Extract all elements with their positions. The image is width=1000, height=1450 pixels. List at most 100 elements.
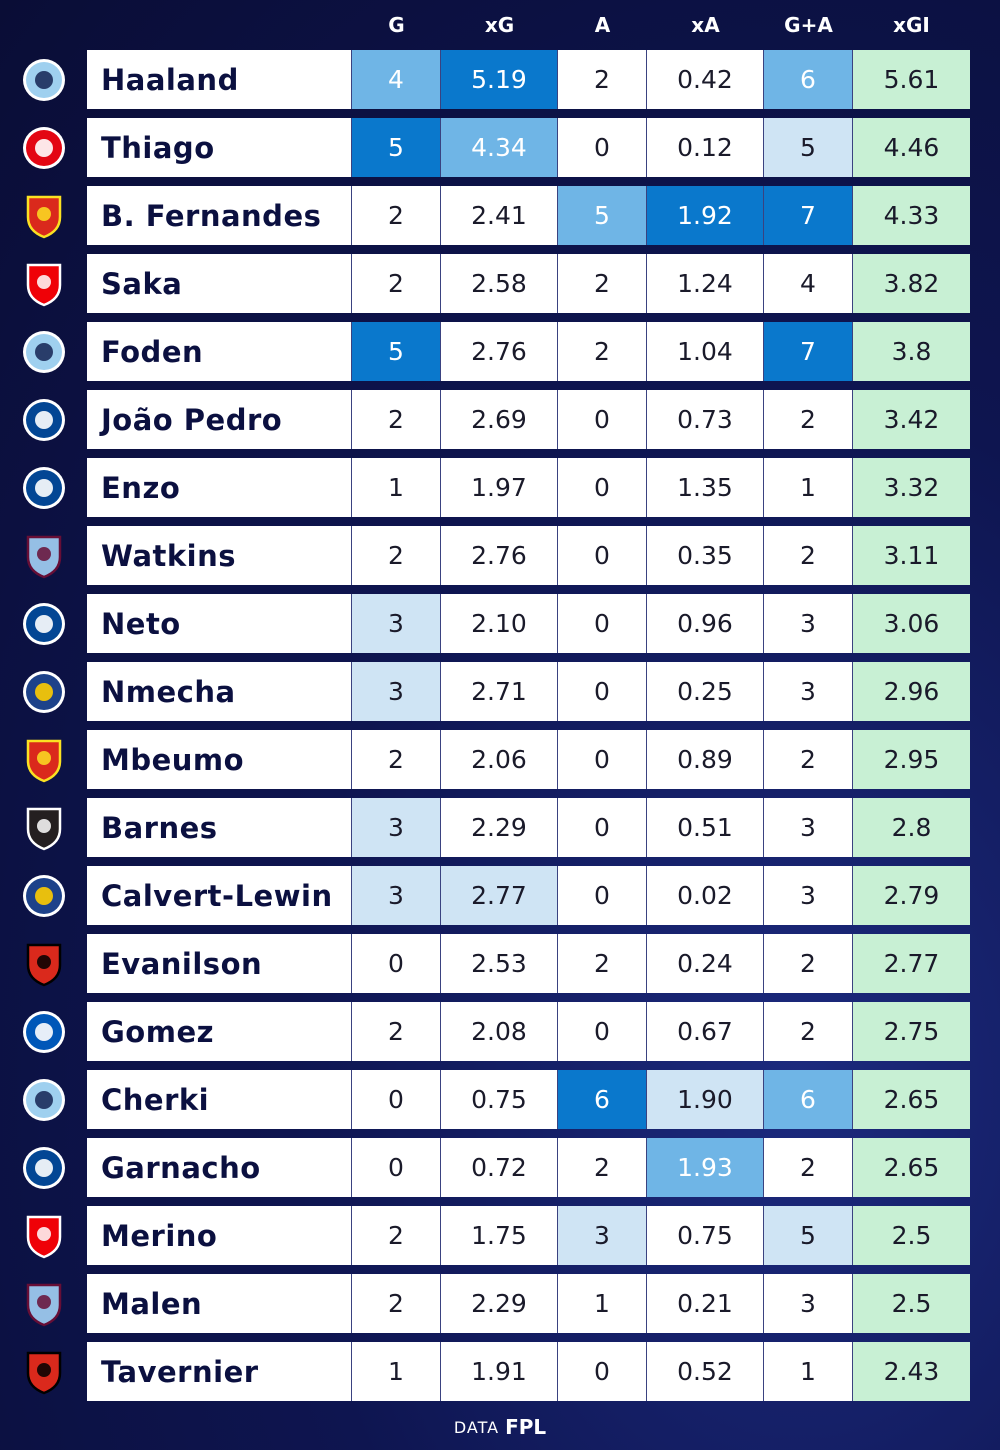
- stat-cell-xg: 0.75: [441, 1070, 558, 1129]
- stat-cell-xg: 2.76: [441, 526, 558, 585]
- stat-cell-a: 0: [558, 798, 647, 857]
- stat-cell-g: 2: [352, 1274, 441, 1333]
- stat-cell-g: 2: [352, 186, 441, 245]
- stat-cell-xg: 2.41: [441, 186, 558, 245]
- stat-cell-ga: 2: [764, 730, 853, 789]
- table-row: Haaland 4 5.19 2 0.42 6 5.61: [0, 50, 1000, 109]
- player-name: Evanilson: [87, 934, 352, 993]
- stat-cell-ga: 2: [764, 390, 853, 449]
- stat-cell-g: 2: [352, 254, 441, 313]
- stat-cell-xgi: 3.06: [853, 594, 970, 653]
- stat-cell-xg: 1.97: [441, 458, 558, 517]
- stat-cell-a: 0: [558, 594, 647, 653]
- leeds-crest-icon: [0, 662, 87, 721]
- stat-cell-ga: 7: [764, 186, 853, 245]
- bournemouth-crest-icon: [0, 1342, 87, 1401]
- footer-label: DATA: [453, 1417, 500, 1437]
- stat-cell-g: 0: [352, 1070, 441, 1129]
- stat-cell-a: 0: [558, 1342, 647, 1401]
- chelsea-crest-icon: [0, 1138, 87, 1197]
- table-row: João Pedro 2 2.69 0 0.73 2 3.42: [0, 390, 1000, 449]
- stat-cell-xgi: 2.8: [853, 798, 970, 857]
- stat-cell-xa: 0.96: [647, 594, 764, 653]
- stat-cell-xg: 2.10: [441, 594, 558, 653]
- man-united-crest-icon: [0, 730, 87, 789]
- player-name: Saka: [87, 254, 352, 313]
- stat-cell-g: 4: [352, 50, 441, 109]
- stat-cell-xa: 0.35: [647, 526, 764, 585]
- stat-cell-g: 3: [352, 594, 441, 653]
- table-row: Saka 2 2.58 2 1.24 4 3.82: [0, 254, 1000, 313]
- table-row: Watkins 2 2.76 0 0.35 2 3.11: [0, 526, 1000, 585]
- leeds-crest-icon: [0, 866, 87, 925]
- player-name: Foden: [87, 322, 352, 381]
- player-name: Enzo: [87, 458, 352, 517]
- newcastle-crest-icon: [0, 798, 87, 857]
- aston-villa-crest-icon: [0, 526, 87, 585]
- stat-cell-a: 0: [558, 662, 647, 721]
- stat-cell-ga: 7: [764, 322, 853, 381]
- stat-cell-xg: 1.75: [441, 1206, 558, 1265]
- stat-cell-xa: 0.75: [647, 1206, 764, 1265]
- chelsea-crest-icon: [0, 458, 87, 517]
- stat-cell-xa: 0.89: [647, 730, 764, 789]
- stat-cell-xgi: 2.5: [853, 1206, 970, 1265]
- stat-cell-g: 5: [352, 118, 441, 177]
- stat-cell-ga: 3: [764, 798, 853, 857]
- bournemouth-crest-icon: [0, 934, 87, 993]
- stat-cell-xa: 0.73: [647, 390, 764, 449]
- stat-cell-xa: 0.51: [647, 798, 764, 857]
- player-name: Gomez: [87, 1002, 352, 1061]
- stat-cell-ga: 5: [764, 1206, 853, 1265]
- stat-cell-xgi: 4.46: [853, 118, 970, 177]
- table-row: Neto 3 2.10 0 0.96 3 3.06: [0, 594, 1000, 653]
- stat-cell-a: 2: [558, 50, 647, 109]
- stat-cell-g: 3: [352, 866, 441, 925]
- stat-cell-ga: 3: [764, 662, 853, 721]
- stat-cell-xg: 1.91: [441, 1342, 558, 1401]
- stat-cell-a: 3: [558, 1206, 647, 1265]
- stat-cell-a: 0: [558, 866, 647, 925]
- stat-cell-g: 5: [352, 322, 441, 381]
- stat-cell-xgi: 3.42: [853, 390, 970, 449]
- stat-cell-g: 2: [352, 1206, 441, 1265]
- stat-cell-xa: 0.67: [647, 1002, 764, 1061]
- player-name: Merino: [87, 1206, 352, 1265]
- stat-cell-ga: 1: [764, 1342, 853, 1401]
- stat-cell-a: 2: [558, 254, 647, 313]
- player-name: Calvert-Lewin: [87, 866, 352, 925]
- player-name: Mbeumo: [87, 730, 352, 789]
- stat-cell-ga: 3: [764, 1274, 853, 1333]
- column-header-row: G xG A xA G+A xGI: [352, 0, 970, 50]
- man-city-crest-icon: [0, 322, 87, 381]
- player-name: Cherki: [87, 1070, 352, 1129]
- column-header-ga: G+A: [784, 13, 833, 37]
- stat-cell-ga: 3: [764, 866, 853, 925]
- player-name: B. Fernandes: [87, 186, 352, 245]
- column-header-xg: xG: [484, 13, 515, 37]
- stat-cell-a: 2: [558, 1138, 647, 1197]
- chelsea-crest-icon: [0, 390, 87, 449]
- stat-cell-xg: 2.69: [441, 390, 558, 449]
- stat-cell-xg: 2.29: [441, 1274, 558, 1333]
- arsenal-crest-icon: [0, 254, 87, 313]
- column-header-g: G: [388, 13, 405, 37]
- player-name: Tavernier: [87, 1342, 352, 1401]
- table-row: Garnacho 0 0.72 2 1.93 2 2.65: [0, 1138, 1000, 1197]
- man-city-crest-icon: [0, 50, 87, 109]
- stat-cell-a: 0: [558, 1002, 647, 1061]
- stat-cell-ga: 4: [764, 254, 853, 313]
- stat-cell-ga: 2: [764, 1002, 853, 1061]
- chelsea-crest-icon: [0, 594, 87, 653]
- stat-cell-xa: 0.42: [647, 50, 764, 109]
- stat-cell-xgi: 2.65: [853, 1138, 970, 1197]
- stat-cell-xgi: 5.61: [853, 50, 970, 109]
- stat-cell-xgi: 3.32: [853, 458, 970, 517]
- table-row: Barnes 3 2.29 0 0.51 3 2.8: [0, 798, 1000, 857]
- stat-cell-xg: 2.58: [441, 254, 558, 313]
- table-row: Tavernier 1 1.91 0 0.52 1 2.43: [0, 1342, 1000, 1401]
- stat-cell-xa: 0.12: [647, 118, 764, 177]
- stat-cell-xg: 4.34: [441, 118, 558, 177]
- stat-cell-xgi: 2.95: [853, 730, 970, 789]
- table-row: Enzo 1 1.97 0 1.35 1 3.32: [0, 458, 1000, 517]
